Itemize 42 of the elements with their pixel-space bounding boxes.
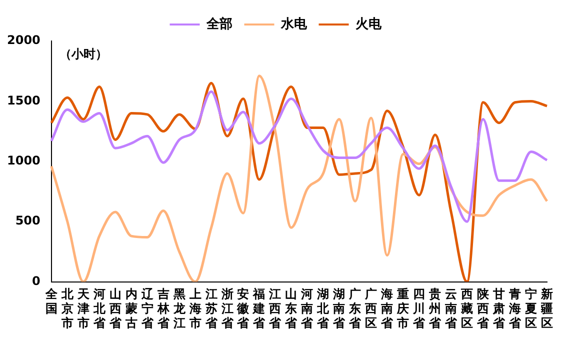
x-tick-label: 青海省 (508, 287, 522, 330)
x-tick-label: 黑龙江 (172, 287, 186, 330)
x-tick-label: 新疆区 (540, 287, 553, 330)
x-tick-label: 贵州省 (428, 287, 442, 330)
x-tick-label: 上海市 (188, 287, 202, 330)
x-tick-label: 甘肃省 (492, 287, 506, 330)
y-tick-label: 1500 (6, 93, 40, 108)
x-tick-label: 西藏区 (460, 287, 474, 330)
x-tick-label: 北京市 (60, 287, 74, 330)
x-tick-label: 四川省 (412, 287, 426, 330)
legend-label: 火电 (354, 16, 382, 32)
x-tick-label: 云南省 (444, 287, 458, 330)
y-tick-label: 0 (32, 274, 40, 288)
x-tick-label: 全国 (44, 287, 58, 316)
y-tick-label: 1000 (6, 154, 40, 168)
x-tick-label: 湖北省 (316, 287, 330, 330)
x-tick-label: 广西区 (364, 287, 378, 330)
x-tick-label: 陕西省 (476, 287, 490, 330)
y-tick-label: 2000 (6, 33, 40, 48)
x-tick-label: 江西省 (268, 287, 282, 330)
x-tick-label: 山西省 (108, 287, 122, 330)
x-tick-label: 广东省 (348, 287, 362, 330)
x-tick-label: 内蒙古 (124, 287, 138, 330)
x-tick-label: 江苏省 (204, 287, 218, 330)
x-tick-label: 福建省 (252, 287, 266, 330)
x-tick-label: 天津市 (76, 287, 90, 330)
x-tick-label: 重庆市 (396, 287, 410, 330)
x-tick-label: 安徽省 (236, 287, 250, 330)
y-axis-title: （小时） (59, 47, 108, 62)
legend-label: 水电 (280, 16, 308, 32)
x-tick-label: 湖南省 (332, 287, 346, 330)
x-tick-label: 山东省 (284, 287, 298, 330)
x-tick-label: 河南省 (300, 287, 314, 330)
x-tick-label: 辽宁省 (140, 287, 154, 330)
x-tick-label: 浙江省 (220, 287, 234, 330)
x-tick-label: 宁夏区 (524, 287, 538, 330)
x-tick-label: 河北省 (92, 287, 106, 330)
x-tick-label: 吉林省 (156, 287, 170, 330)
y-tick-label: 500 (15, 214, 40, 228)
legend-label: 全部 (205, 16, 232, 32)
line-series (50, 90, 548, 223)
x-tick-label: 海南省 (380, 287, 394, 330)
